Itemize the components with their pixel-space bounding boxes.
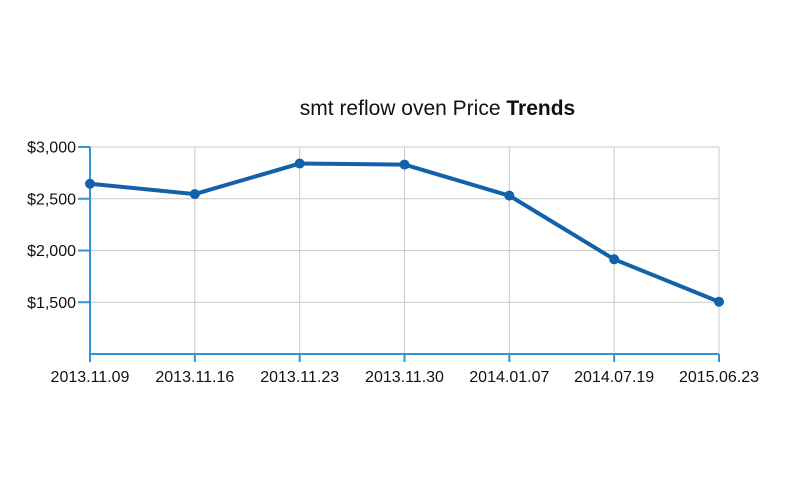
data-point [609, 254, 620, 265]
x-tick-label: 2015.06.23 [679, 369, 759, 386]
y-tick-label: $3,000 [27, 140, 76, 157]
chart-title: smt reflow oven Price Trends [75, 97, 800, 121]
x-tick-label: 2013.11.16 [155, 369, 234, 386]
data-point [399, 159, 410, 170]
data-point [504, 190, 515, 201]
y-tick-label: $2,000 [27, 243, 76, 260]
x-tick-label: 2013.11.09 [51, 369, 130, 386]
data-point [714, 296, 724, 307]
x-tick-label: 2013.11.23 [260, 369, 339, 386]
chart-title-bold: Trends [506, 97, 576, 120]
x-tick-label: 2014.07.19 [574, 369, 654, 386]
x-tick-label: 2014.01.07 [469, 369, 549, 386]
data-point [294, 158, 305, 169]
data-point [85, 178, 95, 189]
y-tick-label: $2,500 [27, 191, 76, 208]
data-point [189, 189, 200, 200]
chart-title-prefix: smt reflow oven Price [299, 97, 507, 120]
y-tick-label: $1,500 [27, 295, 76, 312]
x-tick-label: 2013.11.30 [365, 369, 444, 386]
